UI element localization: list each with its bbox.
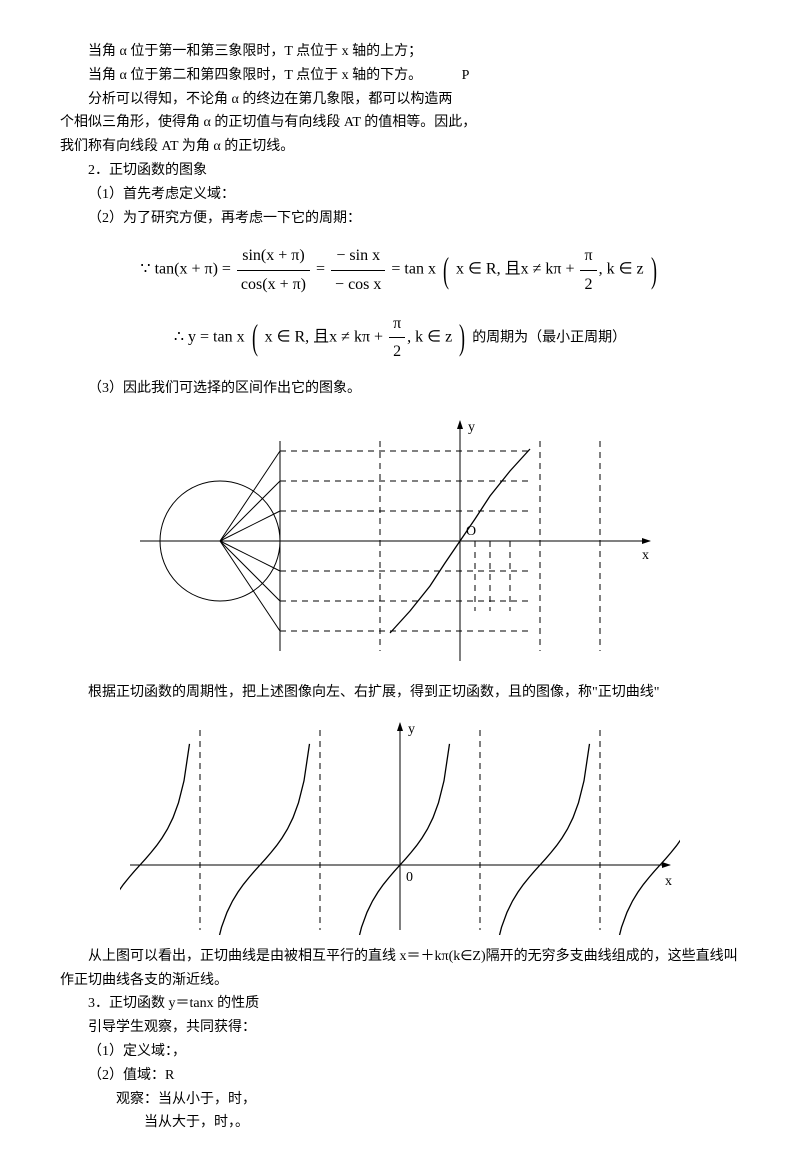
- f1-two: 2: [580, 271, 596, 298]
- svg-text:x: x: [642, 548, 649, 563]
- para-asymptote: 从上图可以看出，正切曲线是由被相互平行的直线 x＝＋kπ(k∈Z)隔开的无穷多支…: [60, 945, 740, 993]
- formula-tan-period-derivation: ∵ tan ( x + π) = sin(x + π)cos(x + π) = − …: [60, 242, 740, 297]
- svg-text:y: y: [408, 722, 415, 737]
- para-extend: 根据正切函数的周期性，把上述图像向左、右扩展，得到正切函数，且的图像，称"正切曲…: [60, 681, 740, 705]
- f2-prefix: ∴ y = tan x: [174, 328, 245, 345]
- para-observe: 引导学生观察，共同获得：: [60, 1016, 740, 1040]
- para-domain: （1）首先考虑定义域：: [60, 183, 740, 207]
- point-p-label: P: [434, 64, 470, 88]
- f1-eq1: =: [218, 261, 235, 278]
- prop-range: （2）值域：R: [60, 1064, 740, 1088]
- f1-den1: cos(x + π): [237, 271, 310, 298]
- para-analysis-3: 我们称有向线段 AT 为角 α 的正切线。: [60, 135, 740, 159]
- para-interval: （3）因此我们可选择的区间作出它的图象。: [60, 377, 740, 401]
- f1-cond-b: , k ∈ z: [599, 261, 644, 278]
- svg-text:0: 0: [406, 870, 413, 885]
- f1-cond-a: x ∈ R, 且x ≠ kπ +: [456, 261, 579, 278]
- f1-eq2: =: [316, 261, 329, 278]
- prop-domain: （1）定义域：，: [60, 1040, 740, 1064]
- lparen-icon: (: [443, 252, 449, 288]
- heading-tan-props: 3．正切函数 y＝tanx 的性质: [60, 992, 740, 1016]
- svg-text:y: y: [468, 420, 475, 435]
- f1-eq3: = tan x: [391, 261, 436, 278]
- para-period: （2）为了研究方便，再考虑一下它的周期：: [60, 207, 740, 231]
- f1-den2: − cos x: [331, 271, 385, 298]
- rparen-icon: ): [651, 252, 657, 288]
- para-quadrant-1-3: 当角 α 位于第一和第三象限时，T 点位于 x 轴的上方；: [60, 40, 740, 64]
- f1-num1: sin(x + π): [237, 242, 310, 270]
- rparen2-icon: ): [459, 319, 465, 355]
- f2-pi: π: [389, 310, 405, 338]
- f1-pi2: π2: [580, 242, 596, 297]
- quad24-text: 当角 α 位于第二和第四象限时，T 点位于 x 轴的下方。: [88, 68, 422, 83]
- f1-num2: − sin x: [331, 242, 385, 270]
- diagram-tan-construction: y x O: [140, 411, 660, 671]
- f1-arg: x + π: [179, 261, 212, 278]
- svg-text:O: O: [466, 524, 476, 539]
- f1-frac1: sin(x + π)cos(x + π): [237, 242, 310, 297]
- diagram-tan-curve: y x 0: [120, 715, 680, 935]
- f2-suffix: 的周期为（最小正周期）: [472, 330, 626, 345]
- para-quadrant-2-4: 当角 α 位于第二和第四象限时，T 点位于 x 轴的下方。 P: [60, 64, 740, 88]
- f1-pi: π: [580, 242, 596, 270]
- f2-cond-b: , k ∈ z: [407, 328, 452, 345]
- svg-text:x: x: [665, 874, 672, 889]
- f1-frac2: − sin x− cos x: [331, 242, 385, 297]
- f2-cond-a: x ∈ R, 且x ≠ kπ +: [265, 328, 388, 345]
- f1-prefix: ∵ tan: [140, 261, 174, 278]
- lparen2-icon: (: [252, 319, 258, 355]
- prop-obs1: 观察：当从小于，时，: [60, 1088, 740, 1112]
- f2-two: 2: [389, 338, 405, 365]
- para-analysis-1: 分析可以得知，不论角 α 的终边在第几象限，都可以构造两: [60, 88, 740, 112]
- f2-pi2: π2: [389, 310, 405, 365]
- para-analysis-2: 个相似三角形，使得角 α 的正切值与有向线段 AT 的值相等。因此，: [60, 111, 740, 135]
- formula-tan-period-result: ∴ y = tan x ( x ∈ R, 且x ≠ kπ + π2, k ∈ z…: [60, 310, 740, 365]
- heading-tan-graph: 2．正切函数的图象: [60, 159, 740, 183]
